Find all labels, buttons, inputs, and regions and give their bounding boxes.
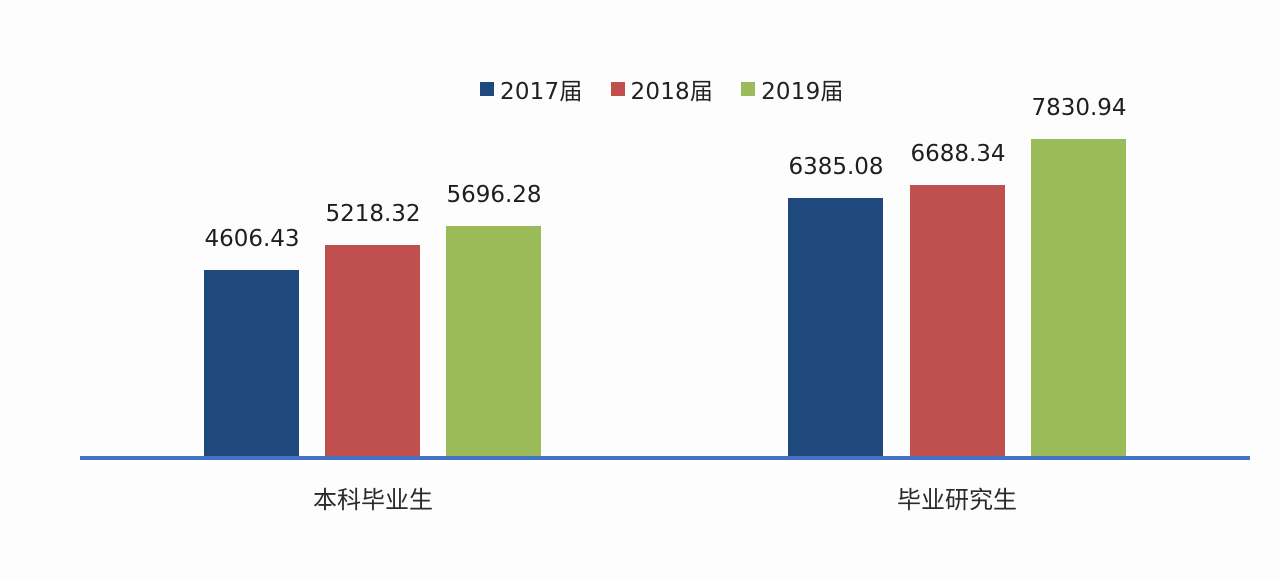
chart-legend: 2017届 2018届 2019届: [480, 72, 872, 106]
bar-undergrad-2017: [204, 270, 299, 457]
data-label-undergrad-2017: 4606.43: [204, 226, 300, 252]
legend-swatch-2018: [610, 82, 625, 96]
data-label-undergrad-2018: 5218.32: [325, 201, 421, 228]
data-label-graduate-2018: 6688.34: [910, 141, 1006, 168]
bar-undergrad-2019: [446, 225, 541, 457]
legend-item-2018: 2018届: [610, 72, 714, 106]
legend-label-2017: 2017届: [500, 79, 583, 105]
bar-undergrad-2018: [325, 245, 420, 457]
legend-item-2017: 2017届: [480, 72, 583, 106]
data-label-graduate-2019: 7830.94: [1031, 95, 1127, 122]
legend-swatch-2017: [480, 82, 494, 96]
category-label-graduate: 毕业研究生: [897, 486, 1017, 514]
category-label-undergrad: 本科毕业生: [313, 486, 433, 514]
bar-graduate-2017: [788, 197, 883, 457]
bar-graduate-2018: [910, 185, 1005, 457]
legend-label-2019: 2019届: [761, 79, 844, 105]
data-label-undergrad-2019: 5696.28: [446, 181, 542, 208]
bar-graduate-2019: [1031, 139, 1126, 457]
legend-item-2019: 2019届: [741, 72, 844, 106]
data-label-graduate-2017: 6385.08: [788, 153, 884, 180]
x-axis-line: [80, 456, 1250, 460]
legend-swatch-2019: [741, 82, 756, 96]
legend-label-2018: 2018届: [630, 79, 714, 105]
